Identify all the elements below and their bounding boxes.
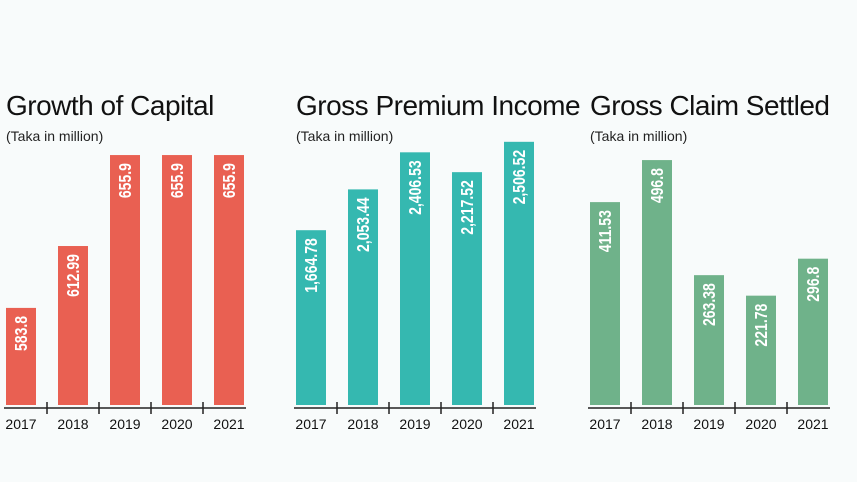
data-label: 2,506.52 <box>509 150 529 205</box>
data-label: 612.99 <box>63 254 83 297</box>
bar-2019 <box>400 152 430 405</box>
x-tick-label: 2017 <box>5 416 36 432</box>
bar-2018 <box>348 189 378 405</box>
x-tick-label: 2018 <box>641 416 672 432</box>
x-tick-label: 2017 <box>589 416 620 432</box>
bar-2018 <box>58 246 88 405</box>
data-label: 2,217.52 <box>457 180 477 235</box>
chart-2-subtitle: (Taka in million) <box>296 128 394 144</box>
x-tick-label: 2021 <box>503 416 534 432</box>
x-tick-label: 2019 <box>109 416 140 432</box>
chart-3-title: Gross Claim Settled <box>590 90 830 121</box>
bar-2021 <box>214 155 244 405</box>
data-label: 296.8 <box>803 267 823 302</box>
x-tick-label: 2018 <box>347 416 378 432</box>
data-label: 2,406.53 <box>405 160 425 215</box>
data-label: 411.53 <box>595 210 615 252</box>
data-label: 2,053.44 <box>353 197 373 252</box>
x-tick-label: 2019 <box>399 416 430 432</box>
bar-2019 <box>110 155 140 405</box>
bar-2017 <box>590 202 620 405</box>
data-label: 655.9 <box>115 163 135 198</box>
chart-2-title: Gross Premium Income <box>296 90 581 121</box>
data-label: 496.8 <box>647 168 667 203</box>
data-label: 1,664.78 <box>301 238 321 293</box>
bar-2020 <box>746 295 776 405</box>
bar-2017 <box>6 307 36 405</box>
data-label: 655.9 <box>167 163 187 198</box>
chart-3-subtitle: (Taka in million) <box>590 128 688 144</box>
x-tick-label: 2020 <box>451 416 482 432</box>
x-tick-label: 2020 <box>745 416 776 432</box>
data-label: 221.78 <box>751 304 771 347</box>
bar-2021 <box>798 258 828 405</box>
bar-2017 <box>296 230 326 405</box>
x-tick-label: 2017 <box>295 416 326 432</box>
x-tick-label: 2019 <box>693 416 724 432</box>
x-tick-label: 2020 <box>161 416 192 432</box>
data-label: 583.8 <box>11 316 31 351</box>
bar-2021 <box>504 141 534 405</box>
bar-2019 <box>694 275 724 405</box>
bar-2020 <box>452 172 482 405</box>
x-tick-label: 2018 <box>57 416 88 432</box>
chart-1-title: Growth of Capital <box>6 90 214 121</box>
bar-2018 <box>642 160 672 405</box>
bar-2020 <box>162 155 192 405</box>
x-tick-label: 2021 <box>797 416 828 432</box>
chart-1-subtitle: (Taka in million) <box>6 128 104 144</box>
data-label: 263.38 <box>699 283 719 326</box>
data-label: 655.9 <box>219 163 239 198</box>
x-tick-label: 2021 <box>213 416 244 432</box>
